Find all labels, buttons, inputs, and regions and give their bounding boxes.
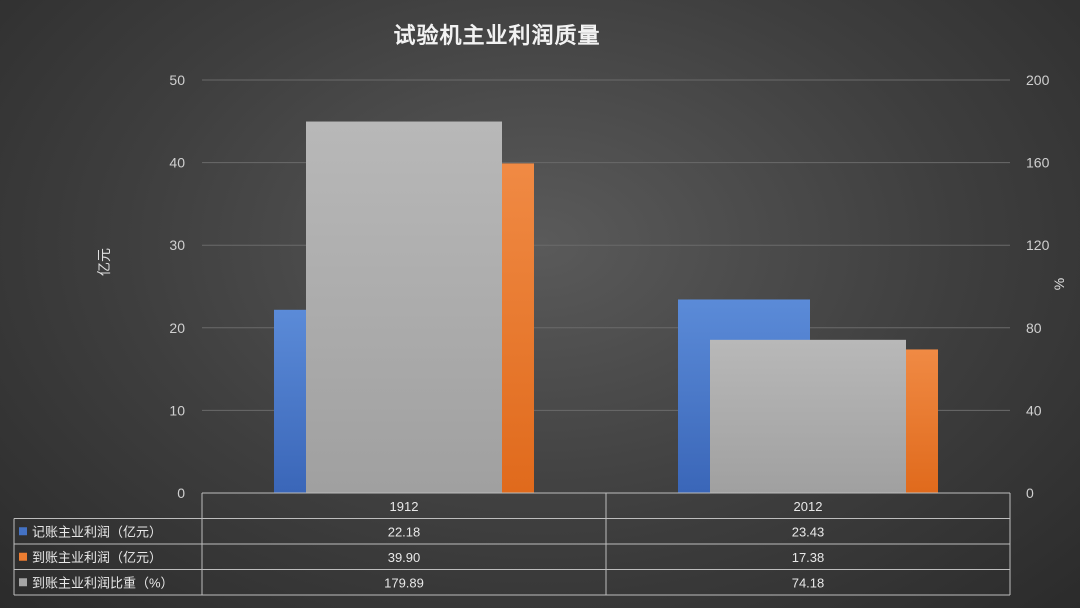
y-tick-right-label: 200: [1026, 72, 1050, 88]
bar-received-profit: [500, 163, 534, 493]
bar-recorded-profit: [274, 309, 308, 493]
x-tick-label: 2012: [794, 499, 823, 514]
y-tick-right-label: 0: [1026, 485, 1034, 501]
legend-swatch: [19, 552, 27, 561]
bar-received-profit: [904, 349, 938, 493]
bar-received-profit-ratio: [710, 339, 906, 493]
legend-label: 到账主业利润比重（%）: [32, 575, 174, 590]
x-tick-label: 1912: [390, 499, 419, 514]
legend-swatch: [19, 527, 27, 536]
y-tick-left-label: 40: [169, 155, 185, 171]
data-label: 22.18: [388, 524, 421, 539]
data-label: 179.89: [384, 575, 424, 590]
y-tick-right-label: 40: [1026, 402, 1042, 418]
y-tick-left-label: 0: [177, 485, 185, 501]
y-tick-left-label: 30: [169, 237, 185, 253]
bar-received-profit-ratio: [306, 121, 502, 493]
legend-swatch: [19, 578, 27, 587]
data-label: 23.43: [792, 524, 825, 539]
data-label: 74.18: [792, 575, 825, 590]
y-axis-left-label: 亿元: [96, 248, 112, 276]
legend-label: 记账主业利润（亿元）: [32, 524, 162, 539]
data-label: 39.90: [388, 550, 421, 565]
y-tick-right-label: 160: [1026, 155, 1050, 171]
y-tick-right-label: 120: [1026, 237, 1050, 253]
y-tick-left-label: 20: [169, 320, 185, 336]
y-tick-left-label: 50: [169, 72, 185, 88]
y-tick-right-label: 80: [1026, 320, 1042, 336]
data-label: 17.38: [792, 550, 825, 565]
legend-label: 到账主业利润（亿元）: [32, 550, 162, 565]
y-tick-left-label: 10: [169, 402, 185, 418]
y-axis-right-label: %: [1051, 278, 1067, 290]
chart-title: 试验机主业利润质量: [393, 23, 600, 48]
